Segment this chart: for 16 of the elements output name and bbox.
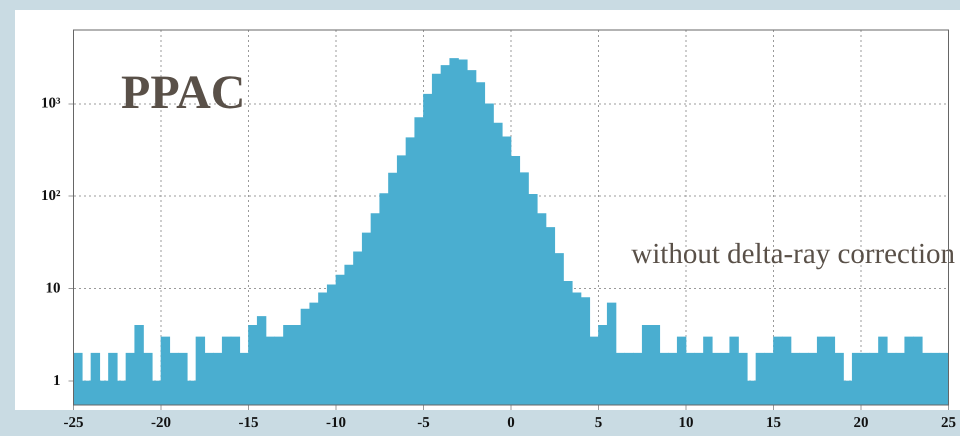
y-tick-label: 1 — [52, 372, 60, 389]
text: PPAC — [121, 66, 246, 119]
x-tick-label: -5 — [417, 414, 430, 431]
y-tick-label: 10 — [45, 280, 60, 296]
x-tick-label: 25 — [941, 414, 956, 431]
x-tick-label: 15 — [766, 414, 781, 431]
x-tick-label: -10 — [326, 414, 346, 431]
y-tick-label: 10² — [40, 188, 61, 204]
x-tick-label: -20 — [150, 414, 171, 431]
x-tick-label: -25 — [63, 414, 84, 431]
x-tick-label: 0 — [507, 414, 515, 431]
x-tick-label: -15 — [238, 414, 258, 431]
x-tick-label: 10 — [678, 414, 694, 431]
y-tick-label: 10³ — [40, 96, 61, 112]
x-tick-label: 5 — [594, 414, 602, 431]
x-tick-label: 20 — [854, 414, 868, 431]
